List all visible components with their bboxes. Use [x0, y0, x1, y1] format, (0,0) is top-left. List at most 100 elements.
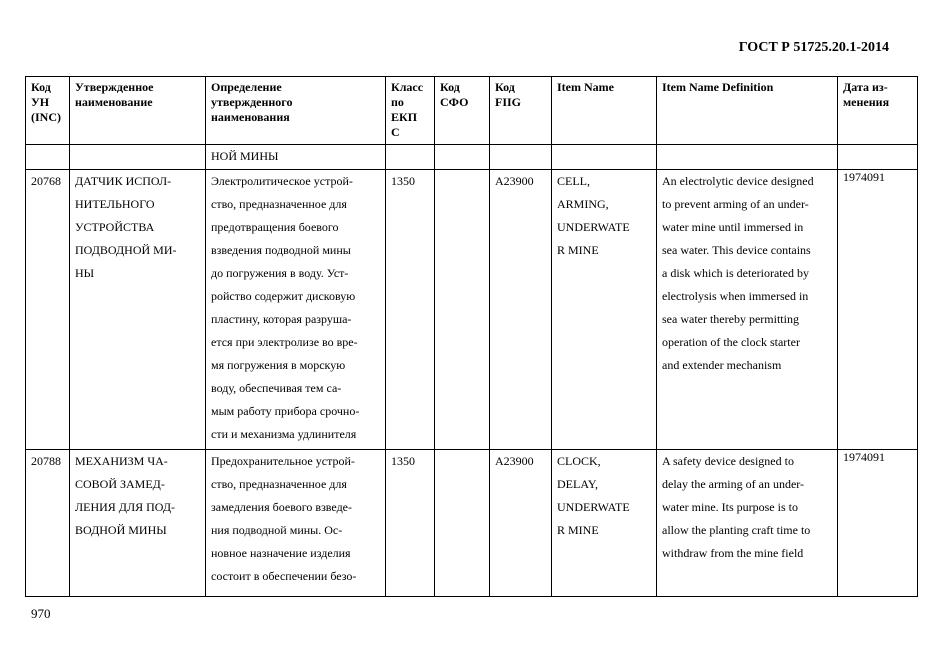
cell-sfo — [434, 449, 490, 597]
cell-line: UNDERWATE — [557, 500, 630, 514]
cell-item-def: An electrolytic device designed to preven… — [656, 169, 838, 450]
cell-line: новное назначение изделия — [211, 546, 351, 560]
column-header: Код FIIG — [489, 76, 552, 145]
header-line: наименование — [75, 95, 153, 109]
cell-line: ЛЕНИЯ ДЛЯ ПОД- — [75, 500, 176, 514]
cell-line: НИТЕЛЬНОГО — [75, 197, 155, 211]
cell-line: ется при электролизе во вре- — [211, 335, 358, 349]
cell-class: 1350 — [385, 449, 435, 597]
column-header: Код УН (INC) — [25, 76, 70, 145]
cell-line: ДАТЧИК ИСПОЛ- — [75, 174, 172, 188]
header-line: (INC) — [31, 110, 61, 124]
cell-definition: Предохранительное устрой-ство, предназна… — [205, 449, 386, 597]
header-line: Код — [440, 80, 460, 94]
header-line: Код — [31, 80, 51, 94]
cell-line: УСТРОЙСТВА — [75, 220, 155, 234]
header-line: Дата из- — [843, 80, 888, 94]
column-header: Класс по ЕКП С — [385, 76, 435, 145]
header-line: Item Name Definition — [662, 80, 774, 94]
cell-line: R MINE — [557, 243, 599, 257]
cell-line: сти и механизма удлинителя — [211, 427, 357, 441]
cell-line: ВОДНОЙ МИНЫ — [75, 523, 167, 537]
cell-line: operation of the clock starter — [662, 335, 800, 349]
cell-name: МЕХАНИЗМ ЧА- СОВОЙ ЗАМЕД- ЛЕНИЯ ДЛЯ ПОД- ВО… — [69, 449, 206, 597]
header-line: ЕКП — [391, 110, 418, 124]
header-line: УН — [31, 95, 50, 109]
header-row: Код УН (INC) Утвержденное наименование Опреде… — [25, 76, 918, 145]
cell-line: ройство содержит дисковую — [211, 289, 356, 303]
cell-line: DELAY, — [557, 477, 599, 491]
catalog-table: Код УН (INC) Утвержденное наименование Опреде… — [25, 76, 918, 597]
cell-fiig: A23900 — [489, 449, 552, 597]
cell-item-name: CELL, ARMING, UNDERWATE R MINE — [551, 169, 657, 450]
header-line: по — [391, 95, 404, 109]
cell-line: a disk which is deteriorated by — [662, 266, 809, 280]
header-line: Item Name — [557, 80, 614, 94]
header-line: наименования — [211, 110, 290, 124]
continuation-text: НОЙ МИНЫ — [205, 144, 386, 170]
cell-line: water mine. Its purpose is to — [662, 500, 798, 514]
column-header: Код СФО — [434, 76, 490, 145]
cell-line: ПОДВОДНОЙ МИ- — [75, 243, 177, 257]
table-row: 20768 ДАТЧИК ИСПОЛ- НИТЕЛЬНОГО УСТРОЙСТВА ПО… — [25, 169, 918, 450]
cell-line: UNDERWATE — [557, 220, 630, 234]
column-header: Определение утвержденного наименования — [205, 76, 386, 145]
cell-line: to prevent arming of an under- — [662, 197, 809, 211]
cell-line: предотвращения боевого — [211, 220, 339, 234]
cell-item-name: CLOCK, DELAY, UNDERWATE R MINE — [551, 449, 657, 597]
cell-line: CLOCK, — [557, 454, 601, 468]
header-line: Утвержденное — [75, 80, 154, 94]
page-number: 970 — [31, 606, 51, 621]
cell-line: пластину, которая разруша- — [211, 312, 352, 326]
cell-class: 1350 — [385, 169, 435, 450]
cell-line: and extender mechanism — [662, 358, 782, 372]
cell-line: ство, предназначенное для — [211, 197, 347, 211]
cell-line: A safety device designed to — [662, 454, 794, 468]
cell-line: delay the arming of an under- — [662, 477, 805, 491]
cell-line: water mine until immersed in — [662, 220, 804, 234]
cell-line: мым работу прибора срочно- — [211, 404, 360, 418]
cell-name: ДАТЧИК ИСПОЛ- НИТЕЛЬНОГО УСТРОЙСТВА ПОДВОДН… — [69, 169, 206, 450]
header-line: Класс — [391, 80, 424, 94]
cell-line: МЕХАНИЗМ ЧА- — [75, 454, 168, 468]
cell-item-def: A safety device designed to delay the arm… — [656, 449, 838, 597]
cell-line: electrolysis when immersed in — [662, 289, 809, 303]
header-line: С — [391, 125, 400, 139]
cell-line: ния подводной мины. Ос- — [211, 523, 343, 537]
cell-line: Электролитическое устрой- — [211, 174, 353, 188]
cell-line: НЫ — [75, 266, 95, 280]
column-header: Item Name — [551, 76, 657, 145]
cell-inc: 20788 — [25, 449, 70, 597]
column-header: Item Name Definition — [656, 76, 838, 145]
cell-line: Предохранительное устрой- — [211, 454, 355, 468]
cell-line: замедления боевого взведе- — [211, 500, 352, 514]
header-line: FIIG — [495, 95, 522, 109]
column-header: Дата из-менения — [837, 76, 918, 145]
cell-fiig: A23900 — [489, 169, 552, 450]
cell-date: 1974091 — [837, 169, 918, 450]
continuation-row: НОЙ МИНЫ — [25, 144, 918, 170]
cell-line: взведения подводной мины — [211, 243, 351, 257]
cell-line: СОВОЙ ЗАМЕД- — [75, 477, 165, 491]
cell-line: sea water thereby permitting — [662, 312, 799, 326]
column-header: Утвержденное наименование — [69, 76, 206, 145]
header-line: Определение — [211, 80, 282, 94]
document-title: ГОСТ Р 51725.20.1-2014 — [738, 40, 889, 55]
cell-inc: 20768 — [25, 169, 70, 450]
cell-line: ARMING, — [557, 197, 609, 211]
header-line: СФО — [440, 95, 469, 109]
cell-line: An electrolytic device designed — [662, 174, 814, 188]
cell-line: воду, обеспечивая тем са- — [211, 381, 342, 395]
cell-date: 1974091 — [837, 449, 918, 597]
cell-line: ство, предназначенное для — [211, 477, 347, 491]
header-line: менения — [843, 95, 890, 109]
cell-line: withdraw from the mine field — [662, 546, 804, 560]
header-line: утвержденного — [211, 95, 293, 109]
cell-line: CELL, — [557, 174, 590, 188]
cell-line: R MINE — [557, 523, 599, 537]
cell-sfo — [434, 169, 490, 450]
cell-line: allow the planting craft time to — [662, 523, 811, 537]
header-line: Код — [495, 80, 515, 94]
cell-line: sea water. This device contains — [662, 243, 811, 257]
